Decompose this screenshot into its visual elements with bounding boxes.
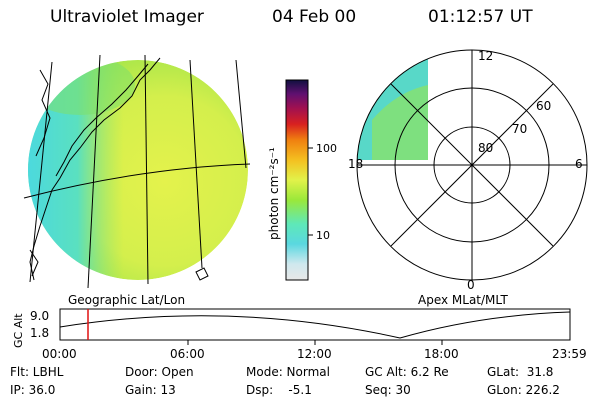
mlat-label-60: 60 (536, 99, 551, 113)
mlat-label-80: 80 (478, 141, 493, 155)
mlt-label-12: 12 (478, 49, 493, 63)
mlt-label-18: 18 (348, 157, 363, 171)
polar-grid (356, 49, 588, 281)
dsp-readout: Dsp: -5.1 (246, 383, 312, 397)
door-readout: Door: Open (125, 365, 194, 379)
mode-readout: Mode: Normal (246, 365, 330, 379)
orbit-xtick-1200: 12:00 (297, 347, 332, 361)
orbit-xtick-2359: 23:59 (552, 347, 587, 361)
orbit-xtick-0000: 00:00 (42, 347, 77, 361)
colorbar-unit-label: photon cm⁻²s⁻¹ (267, 147, 281, 240)
seq-readout: Seq: 30 (365, 383, 411, 397)
geo-grid-lines (23, 54, 251, 289)
mlt-label-0: 0 (467, 278, 475, 292)
mlt-label-6: 6 (575, 157, 583, 171)
glat-readout: GLat: 31.8 (487, 365, 554, 379)
colorbar-tick-10: 10 (316, 229, 330, 242)
app-title: Ultraviolet Imager (50, 7, 204, 27)
mlat-label-70: 70 (512, 122, 527, 136)
orbit-xtick-0600: 06:00 (170, 347, 205, 361)
glon-readout: GLon: 226.2 (487, 383, 560, 397)
date-readout: 04 Feb 00 (272, 7, 357, 27)
orbit-ytick-9: 9.0 (30, 309, 49, 323)
coastline-overlay (29, 57, 209, 281)
polar-panel-caption: Apex MLat/MLT (418, 293, 508, 307)
altitude-curve (59, 311, 571, 339)
gc-alt-readout: GC Alt: 6.2 Re (365, 365, 449, 379)
filter-readout: Flt: LBHL (10, 365, 64, 379)
time-readout: 01:12:57 UT (428, 7, 533, 27)
geo-panel-caption: Geographic Lat/Lon (68, 293, 186, 307)
orbit-ytick-1-8: 1.8 (30, 326, 49, 340)
orbit-ylabel: GC Alt (12, 313, 25, 348)
colorbar-tick-100: 100 (316, 142, 337, 155)
ip-readout: IP: 36.0 (10, 383, 56, 397)
gain-readout: Gain: 13 (125, 383, 176, 397)
orbit-xtick-1800: 18:00 (424, 347, 459, 361)
colorbar-gradient (285, 79, 309, 281)
